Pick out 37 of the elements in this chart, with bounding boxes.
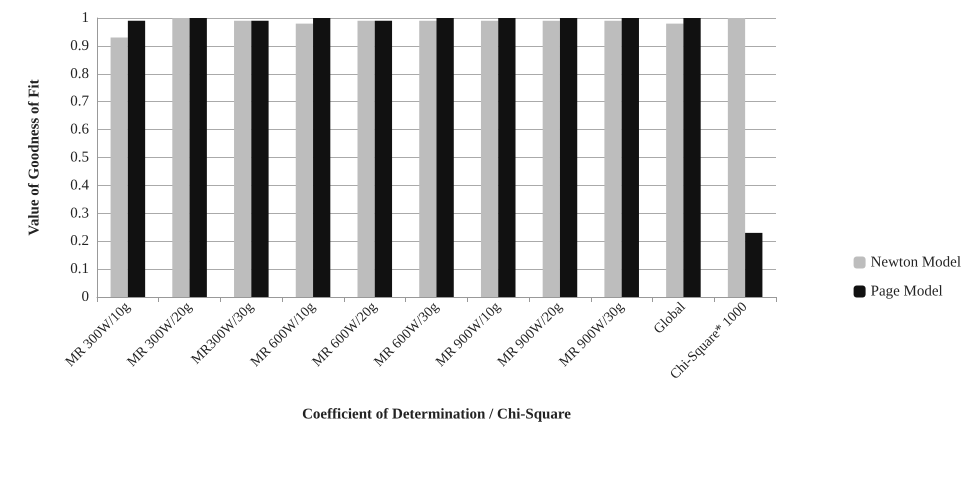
y-tick-label: 0 (82, 289, 89, 305)
y-tick-label: 0.5 (70, 150, 89, 166)
bar (622, 18, 639, 297)
bar (251, 20, 269, 297)
bar (498, 18, 516, 297)
y-tick-label: 0.6 (70, 122, 90, 138)
bar (560, 18, 578, 297)
bar (357, 20, 375, 297)
y-tick-label: 1 (82, 10, 89, 26)
bar (374, 20, 392, 297)
bar (745, 232, 762, 297)
bar (480, 20, 498, 297)
bar (728, 18, 746, 297)
y-axis-title: Value of Goodness of Fit (26, 79, 42, 236)
y-tick-label: 0.8 (70, 66, 89, 82)
bar (419, 20, 436, 297)
bar (313, 18, 330, 297)
x-axis-title: Coefficient of Determination / Chi-Square (302, 406, 572, 422)
bar (172, 18, 190, 297)
bar (110, 38, 128, 297)
bar (234, 20, 252, 297)
y-tick-label: 0.3 (70, 205, 89, 222)
y-tick-label: 0.4 (70, 177, 90, 194)
y-tick-label: 0.1 (70, 261, 89, 278)
bar (190, 18, 207, 297)
bar (683, 18, 701, 297)
bar (604, 20, 622, 297)
bar (666, 24, 684, 297)
bar (296, 24, 314, 297)
bar (436, 18, 454, 297)
y-tick-label: 0.9 (70, 38, 89, 54)
bar (128, 20, 146, 297)
legend-label: Page Model (870, 284, 943, 300)
legend-label: Newton Model (870, 254, 962, 270)
y-tick-label: 0.2 (70, 233, 89, 250)
bar (542, 20, 560, 297)
y-tick-label: 0.7 (70, 94, 90, 110)
